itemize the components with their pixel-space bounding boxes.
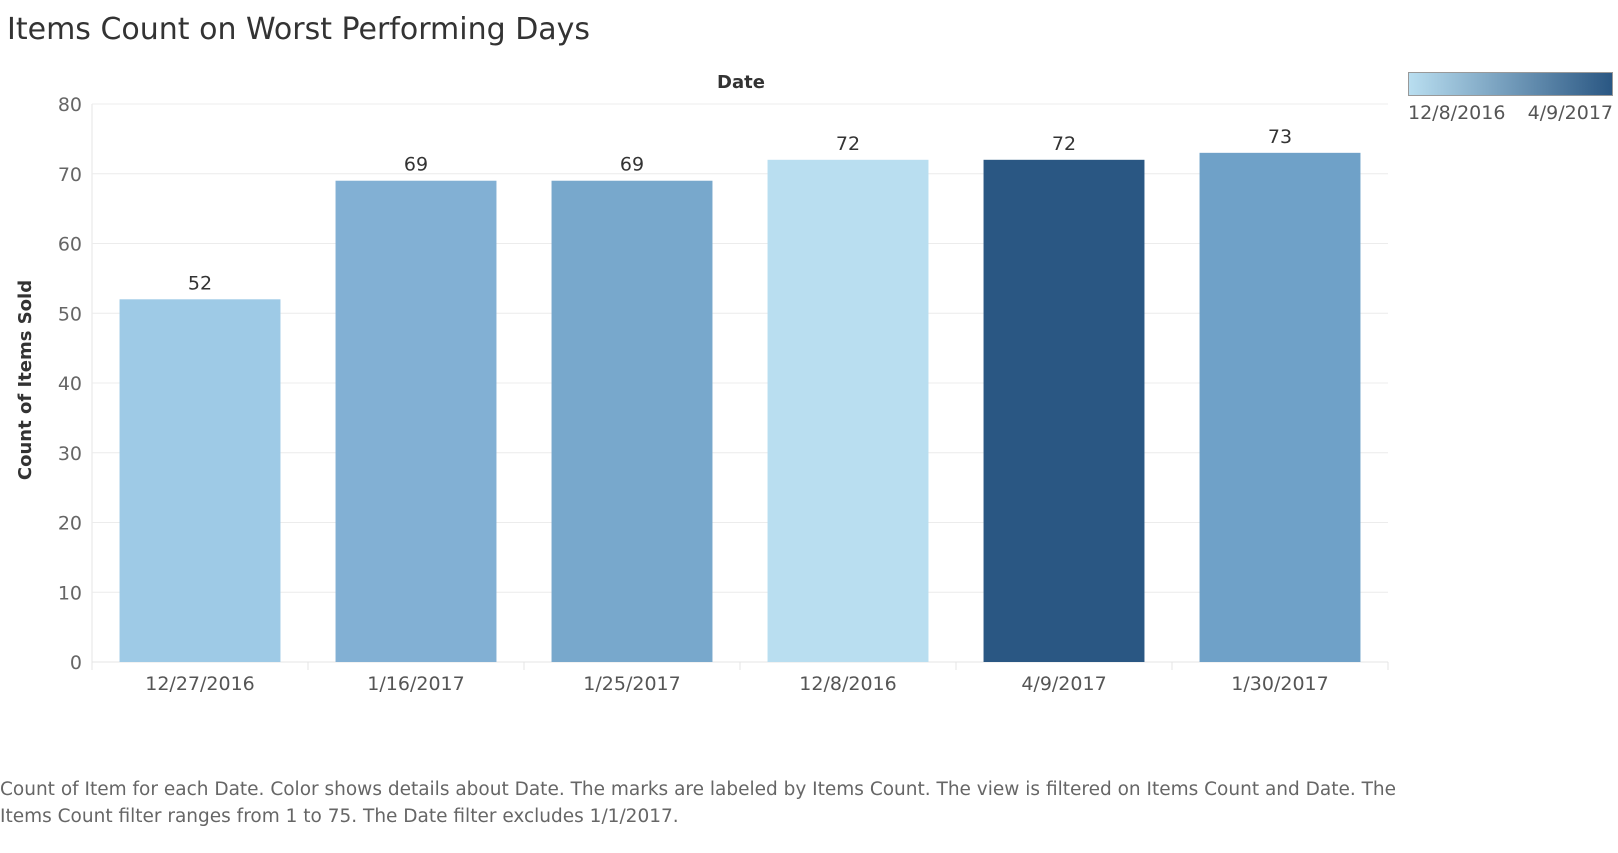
x-tick-label: 12/27/2016 — [145, 673, 255, 695]
bar — [767, 159, 929, 663]
bar-value-label: 73 — [1268, 126, 1292, 148]
y-axis-ticks: 0 10 20 30 40 50 60 70 80 — [58, 94, 82, 674]
y-tick-label: 20 — [58, 513, 82, 535]
bar-value-label: 72 — [1052, 133, 1076, 155]
bar — [551, 180, 713, 662]
chart-title: Items Count on Worst Performing Days — [7, 12, 591, 47]
x-axis-title: Date — [717, 72, 765, 93]
y-tick-label: 30 — [58, 443, 82, 465]
bar-value-label: 72 — [836, 133, 860, 155]
x-tick-label: 4/9/2017 — [1021, 673, 1106, 695]
bar-value-label: 69 — [620, 154, 644, 176]
y-tick-label: 0 — [70, 652, 82, 674]
bar — [119, 299, 281, 662]
x-tick-label: 1/30/2017 — [1231, 673, 1328, 695]
bar — [1199, 152, 1361, 662]
bar-chart: 0 10 20 30 40 50 60 70 80 52 69 69 72 72 73 12/27/201… — [15, 72, 1389, 695]
data-labels: 52 69 69 72 72 73 — [188, 126, 1292, 294]
gridlines — [91, 103, 1388, 670]
x-tick-label: 1/25/2017 — [583, 673, 680, 695]
y-tick-label: 60 — [58, 234, 82, 256]
bar — [335, 180, 497, 662]
x-tick-label: 12/8/2016 — [799, 673, 896, 695]
y-tick-label: 80 — [58, 94, 82, 116]
chart-caption: Count of Item for each Date. Color shows… — [0, 779, 1397, 827]
bar — [983, 159, 1145, 663]
legend-min-label: 12/8/2016 — [1408, 102, 1506, 124]
y-tick-label: 40 — [58, 373, 82, 395]
bar-value-label: 69 — [404, 154, 428, 176]
legend-max-label: 4/9/2017 — [1527, 102, 1613, 124]
y-tick-label: 50 — [58, 303, 82, 325]
bar-value-label: 52 — [188, 272, 212, 294]
color-legend: 12/8/2016 4/9/2017 — [1408, 72, 1613, 124]
y-axis-title: Count of Items Sold — [15, 280, 36, 480]
x-tick-label: 1/16/2017 — [367, 673, 464, 695]
y-tick-label: 70 — [58, 164, 82, 186]
x-axis-ticks: 12/27/2016 1/16/2017 1/25/2017 12/8/2016 4/9… — [91, 662, 1389, 695]
color-gradient-bar — [1408, 72, 1613, 96]
bars — [119, 152, 1361, 663]
y-tick-label: 10 — [58, 582, 82, 604]
